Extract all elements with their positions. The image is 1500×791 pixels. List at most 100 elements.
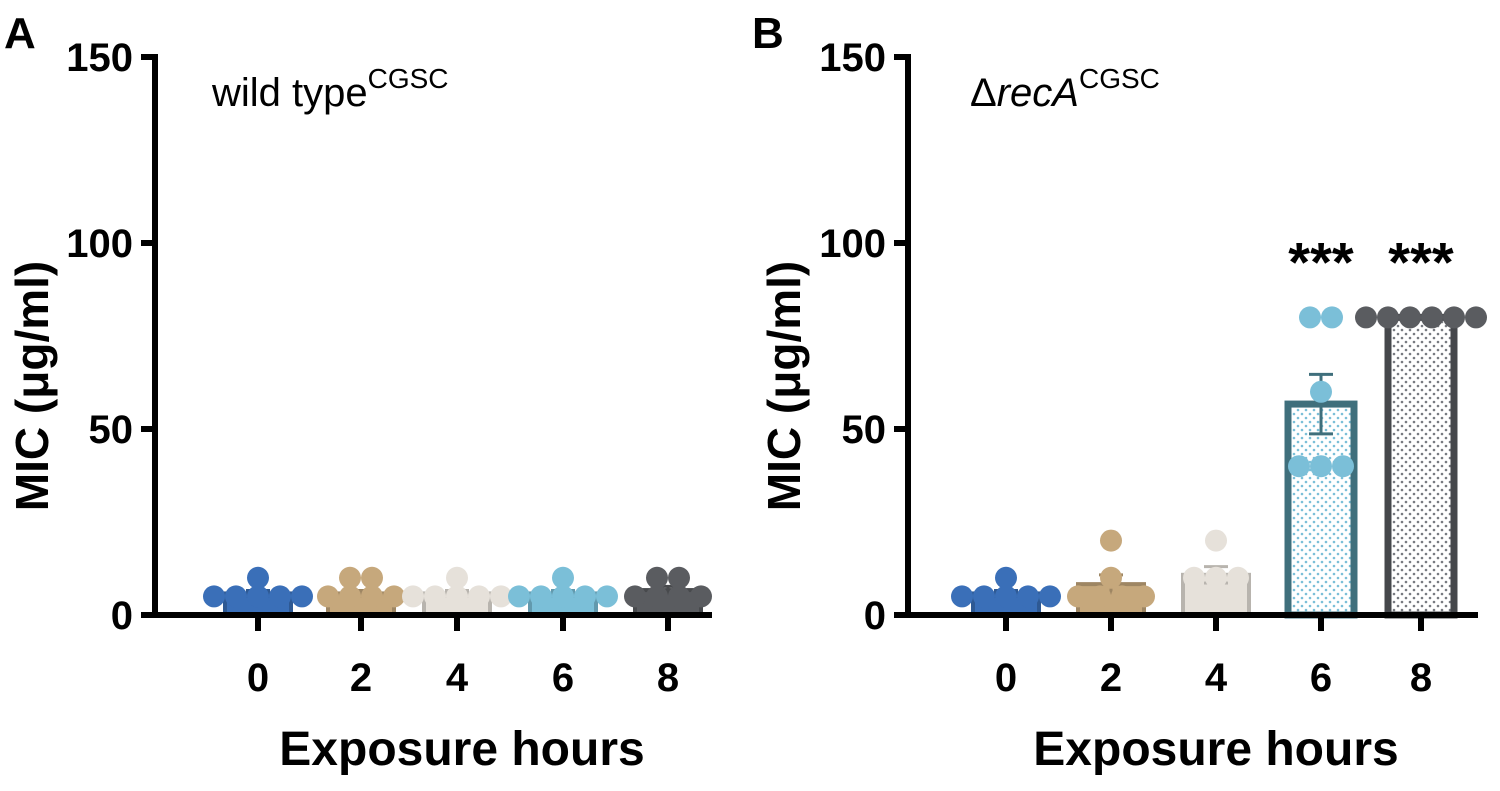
data-point xyxy=(291,585,313,608)
x-axis-b: 0 2 4 6 8 xyxy=(905,612,1478,700)
panel-b-label: ΔrecACGSC xyxy=(970,63,1160,115)
data-point xyxy=(1310,380,1332,403)
panel-b-label-prefix: Δ xyxy=(970,71,997,115)
y-tick-label: 150 xyxy=(66,36,133,80)
data-point xyxy=(247,585,269,608)
x-tick-label: 2 xyxy=(350,656,372,700)
data-point xyxy=(1465,306,1487,329)
y-axis-title-a: MIC (μg/ml) xyxy=(6,261,58,511)
x-tick-label: 8 xyxy=(657,656,679,700)
panel-a-label-superscript: CGSC xyxy=(368,63,449,94)
x-tick-label: 6 xyxy=(1310,656,1332,700)
data-point xyxy=(1443,306,1465,329)
data-point xyxy=(530,585,552,608)
data-point xyxy=(995,585,1017,608)
x-tick-label: 4 xyxy=(446,656,469,700)
y-tick-label: 50 xyxy=(842,408,887,452)
panel-letter-b: B xyxy=(752,9,784,58)
data-point xyxy=(490,585,512,608)
bar xyxy=(1284,400,1358,619)
y-tick-label: 50 xyxy=(89,408,134,452)
y-axis-b: 0 50 100 150 xyxy=(819,36,911,638)
data-point xyxy=(668,566,690,589)
x-axis-a: 0 2 4 6 8 xyxy=(152,612,712,700)
data-point xyxy=(1205,566,1227,589)
data-point xyxy=(446,585,468,608)
x-axis-title-a: Exposure hours xyxy=(279,723,644,776)
x-tick-label: 4 xyxy=(1205,656,1228,700)
data-point xyxy=(1100,566,1122,589)
data-point xyxy=(1039,585,1061,608)
data-point xyxy=(1194,585,1216,608)
panel-letter-a: A xyxy=(4,9,36,58)
panel-b-label-main: recA xyxy=(997,71,1079,115)
data-point xyxy=(1133,585,1155,608)
data-point xyxy=(646,566,668,589)
data-point xyxy=(995,566,1017,589)
data-point xyxy=(1299,306,1321,329)
y-tick-label: 100 xyxy=(66,222,133,266)
data-point xyxy=(1332,455,1354,478)
bar xyxy=(1384,313,1458,619)
data-point xyxy=(508,585,530,608)
data-point xyxy=(1183,566,1205,589)
data-point xyxy=(424,585,446,608)
x-tick-label: 6 xyxy=(552,656,574,700)
data-point xyxy=(339,566,361,589)
panel-b-label-superscript: CGSC xyxy=(1079,63,1160,94)
data-point xyxy=(1100,529,1122,552)
data-point xyxy=(1205,529,1227,552)
data-point xyxy=(317,585,339,608)
significance-label: *** xyxy=(1288,230,1354,293)
data-point xyxy=(1089,585,1111,608)
x-tick-label: 2 xyxy=(1100,656,1122,700)
data-point xyxy=(402,585,424,608)
data-point xyxy=(269,585,291,608)
data-point xyxy=(1321,306,1343,329)
data-point xyxy=(690,585,712,608)
data-point xyxy=(552,585,574,608)
bars-b xyxy=(971,313,1458,619)
data-point xyxy=(1017,585,1039,608)
data-point xyxy=(1310,455,1332,478)
y-axis-a: 0 50 100 150 xyxy=(66,36,158,638)
data-point xyxy=(1399,306,1421,329)
data-point xyxy=(361,585,383,608)
data-point xyxy=(1377,306,1399,329)
panel-a: A MIC (μg/ml) wild typeCGSC 0 50 100 150 0 2… xyxy=(4,9,712,776)
y-axis-title-b: MIC (μg/ml) xyxy=(758,261,810,511)
data-point xyxy=(624,585,646,608)
y-tick-label: 0 xyxy=(864,594,886,638)
x-tick-label: 8 xyxy=(1410,656,1432,700)
data-point xyxy=(1355,306,1377,329)
panel-a-label-main: wild type xyxy=(211,71,368,115)
data-point xyxy=(574,585,596,608)
data-point xyxy=(383,585,405,608)
data-point xyxy=(1227,566,1249,589)
data-point xyxy=(1067,585,1089,608)
data-point xyxy=(225,585,247,608)
y-tick-label: 150 xyxy=(819,36,886,80)
x-axis-title-b: Exposure hours xyxy=(1033,723,1398,776)
data-point xyxy=(596,585,618,608)
data-point xyxy=(1288,455,1310,478)
data-point xyxy=(203,585,225,608)
x-tick-label: 0 xyxy=(247,656,269,700)
points-a xyxy=(203,566,712,608)
y-tick-label: 0 xyxy=(111,594,133,638)
data-point xyxy=(951,585,973,608)
data-point xyxy=(973,585,995,608)
data-point xyxy=(646,585,668,608)
significance-label: *** xyxy=(1388,230,1454,293)
y-tick-label: 100 xyxy=(819,222,886,266)
data-point xyxy=(468,585,490,608)
x-tick-label: 0 xyxy=(995,656,1017,700)
data-point xyxy=(361,566,383,589)
data-point xyxy=(1216,585,1238,608)
points-b xyxy=(951,306,1487,608)
data-point xyxy=(339,585,361,608)
data-point xyxy=(446,566,468,589)
significance-b: *** *** xyxy=(1288,230,1454,293)
